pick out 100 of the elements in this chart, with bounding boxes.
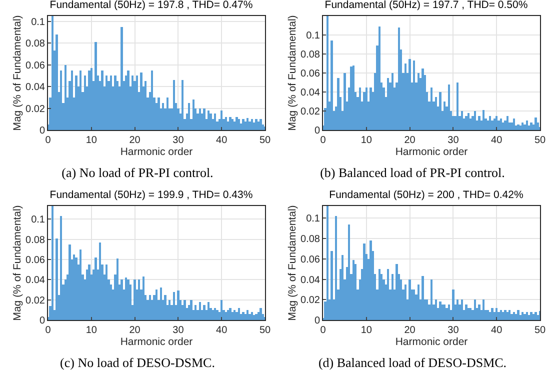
- bar: [144, 81, 147, 130]
- bar: [151, 70, 154, 130]
- chart-title: Fundamental (50Hz) = 197.8 , THD= 0.47%: [50, 0, 253, 12]
- bar: [512, 118, 516, 130]
- bar: [155, 290, 158, 320]
- bar: [486, 310, 490, 320]
- bar: [106, 264, 108, 320]
- bar: [456, 300, 459, 320]
- bar: [260, 308, 262, 320]
- bar: [79, 70, 82, 130]
- y-tick-label: 0: [39, 316, 46, 326]
- y-tick-label: 0.1: [306, 214, 320, 225]
- x-tick-label: 30: [172, 325, 184, 336]
- x-axis-title: Harmonic order: [120, 336, 194, 348]
- bar: [253, 314, 256, 320]
- bar: [439, 302, 442, 320]
- bar: [190, 300, 192, 320]
- y-tick-label: 0: [314, 126, 320, 136]
- bar: [465, 116, 468, 130]
- bar: [172, 292, 175, 320]
- bar: [404, 284, 407, 320]
- bar: [467, 112, 470, 130]
- x-tick-label: 20: [129, 325, 141, 336]
- bar: [408, 279, 411, 320]
- bar: [326, 206, 328, 320]
- y-tick-label: 0.08: [300, 50, 320, 60]
- bar: [134, 280, 136, 320]
- bar: [162, 102, 164, 130]
- y-tick-label: 0.06: [26, 60, 46, 72]
- y-axis-title: Mag (% of Fundamental): [11, 15, 24, 131]
- x-tick-label: 30: [172, 135, 184, 146]
- bar: [166, 97, 168, 130]
- bar: [506, 116, 509, 130]
- bar: [448, 304, 450, 320]
- bar: [430, 279, 433, 320]
- bar: [127, 70, 130, 130]
- bar: [330, 250, 333, 320]
- bar: [408, 58, 411, 130]
- y-tick-label: 0.1: [31, 214, 46, 226]
- bar: [99, 242, 102, 320]
- chart-title: Fundamental (50Hz) = 200 , THD= 0.42%: [329, 189, 524, 202]
- bar: [194, 304, 197, 320]
- text: (d) Balanced load of DESO-DSMC.: [317, 354, 508, 372]
- bar: [478, 304, 480, 320]
- bar: [508, 310, 511, 320]
- bar: [208, 110, 210, 130]
- bar: [51, 16, 54, 130]
- x-tick-label: 10: [86, 325, 98, 336]
- bar: [536, 314, 539, 320]
- bar: [344, 73, 346, 130]
- x-tick-label: 40: [491, 325, 503, 336]
- bar: [229, 116, 232, 130]
- bar: [64, 64, 66, 130]
- x-tick-label: 30: [448, 325, 460, 336]
- bar: [474, 300, 476, 320]
- bar: [164, 294, 166, 320]
- bar: [51, 206, 54, 320]
- x-tick-label: 40: [216, 325, 228, 336]
- bar: [526, 120, 528, 130]
- x-tick-label: 10: [86, 135, 98, 146]
- y-tick-label: 0: [314, 316, 320, 326]
- bar: [224, 116, 228, 130]
- bar: [439, 92, 442, 130]
- bar: [493, 118, 496, 130]
- bar: [460, 300, 463, 320]
- bar: [172, 80, 175, 130]
- bar: [456, 82, 459, 130]
- bar: [469, 308, 472, 320]
- bar: [530, 122, 532, 130]
- x-tick-label: 30: [448, 135, 460, 146]
- x-tick-label: 50: [534, 325, 546, 336]
- bar: [79, 249, 82, 320]
- bar: [168, 300, 171, 320]
- bar: [460, 111, 463, 130]
- bar: [448, 84, 450, 130]
- bar: [452, 289, 454, 320]
- bar: [227, 310, 230, 320]
- chart-title: Fundamental (50Hz) = 199.9 , THD= 0.43%: [50, 189, 253, 202]
- text: (c) No load of DESO-DSMC.: [59, 354, 216, 372]
- bar: [255, 314, 258, 320]
- bar: [203, 108, 206, 130]
- bar: [378, 26, 381, 130]
- bar: [242, 119, 244, 130]
- bar: [348, 224, 350, 320]
- y-tick-label: 0.04: [300, 274, 320, 286]
- bar: [482, 300, 485, 320]
- x-axis-title: Harmonic order: [395, 146, 468, 158]
- x-tick-label: 20: [404, 135, 416, 146]
- bar: [341, 254, 344, 320]
- x-tick-label: 50: [259, 325, 271, 336]
- bar: [387, 78, 390, 130]
- bar: [260, 119, 262, 130]
- x-axis-title: Harmonic order: [120, 146, 194, 158]
- bar: [238, 308, 240, 320]
- bar: [434, 96, 437, 130]
- bar: [363, 244, 366, 320]
- bar: [88, 70, 90, 130]
- bar: [142, 276, 145, 320]
- y-tick-label: 0.02: [26, 295, 46, 306]
- bar: [430, 87, 433, 130]
